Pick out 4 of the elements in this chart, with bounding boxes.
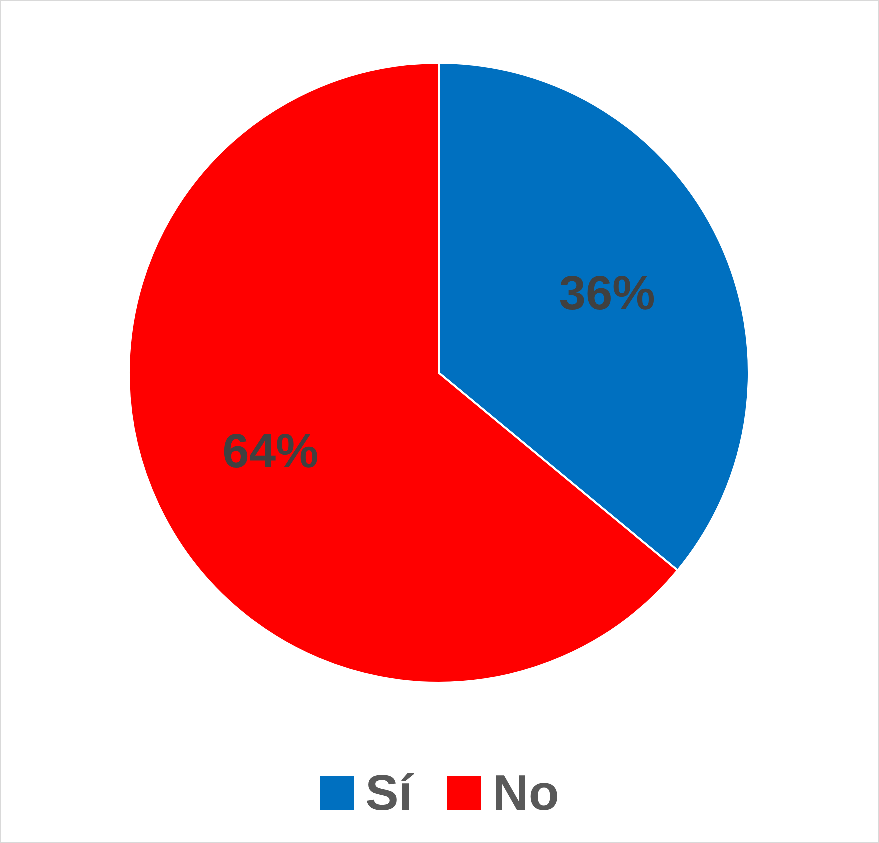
legend-label: Sí: [366, 764, 413, 822]
data-label: 36%: [559, 267, 656, 320]
data-label: 64%: [222, 426, 319, 479]
legend-label: No: [492, 764, 560, 822]
